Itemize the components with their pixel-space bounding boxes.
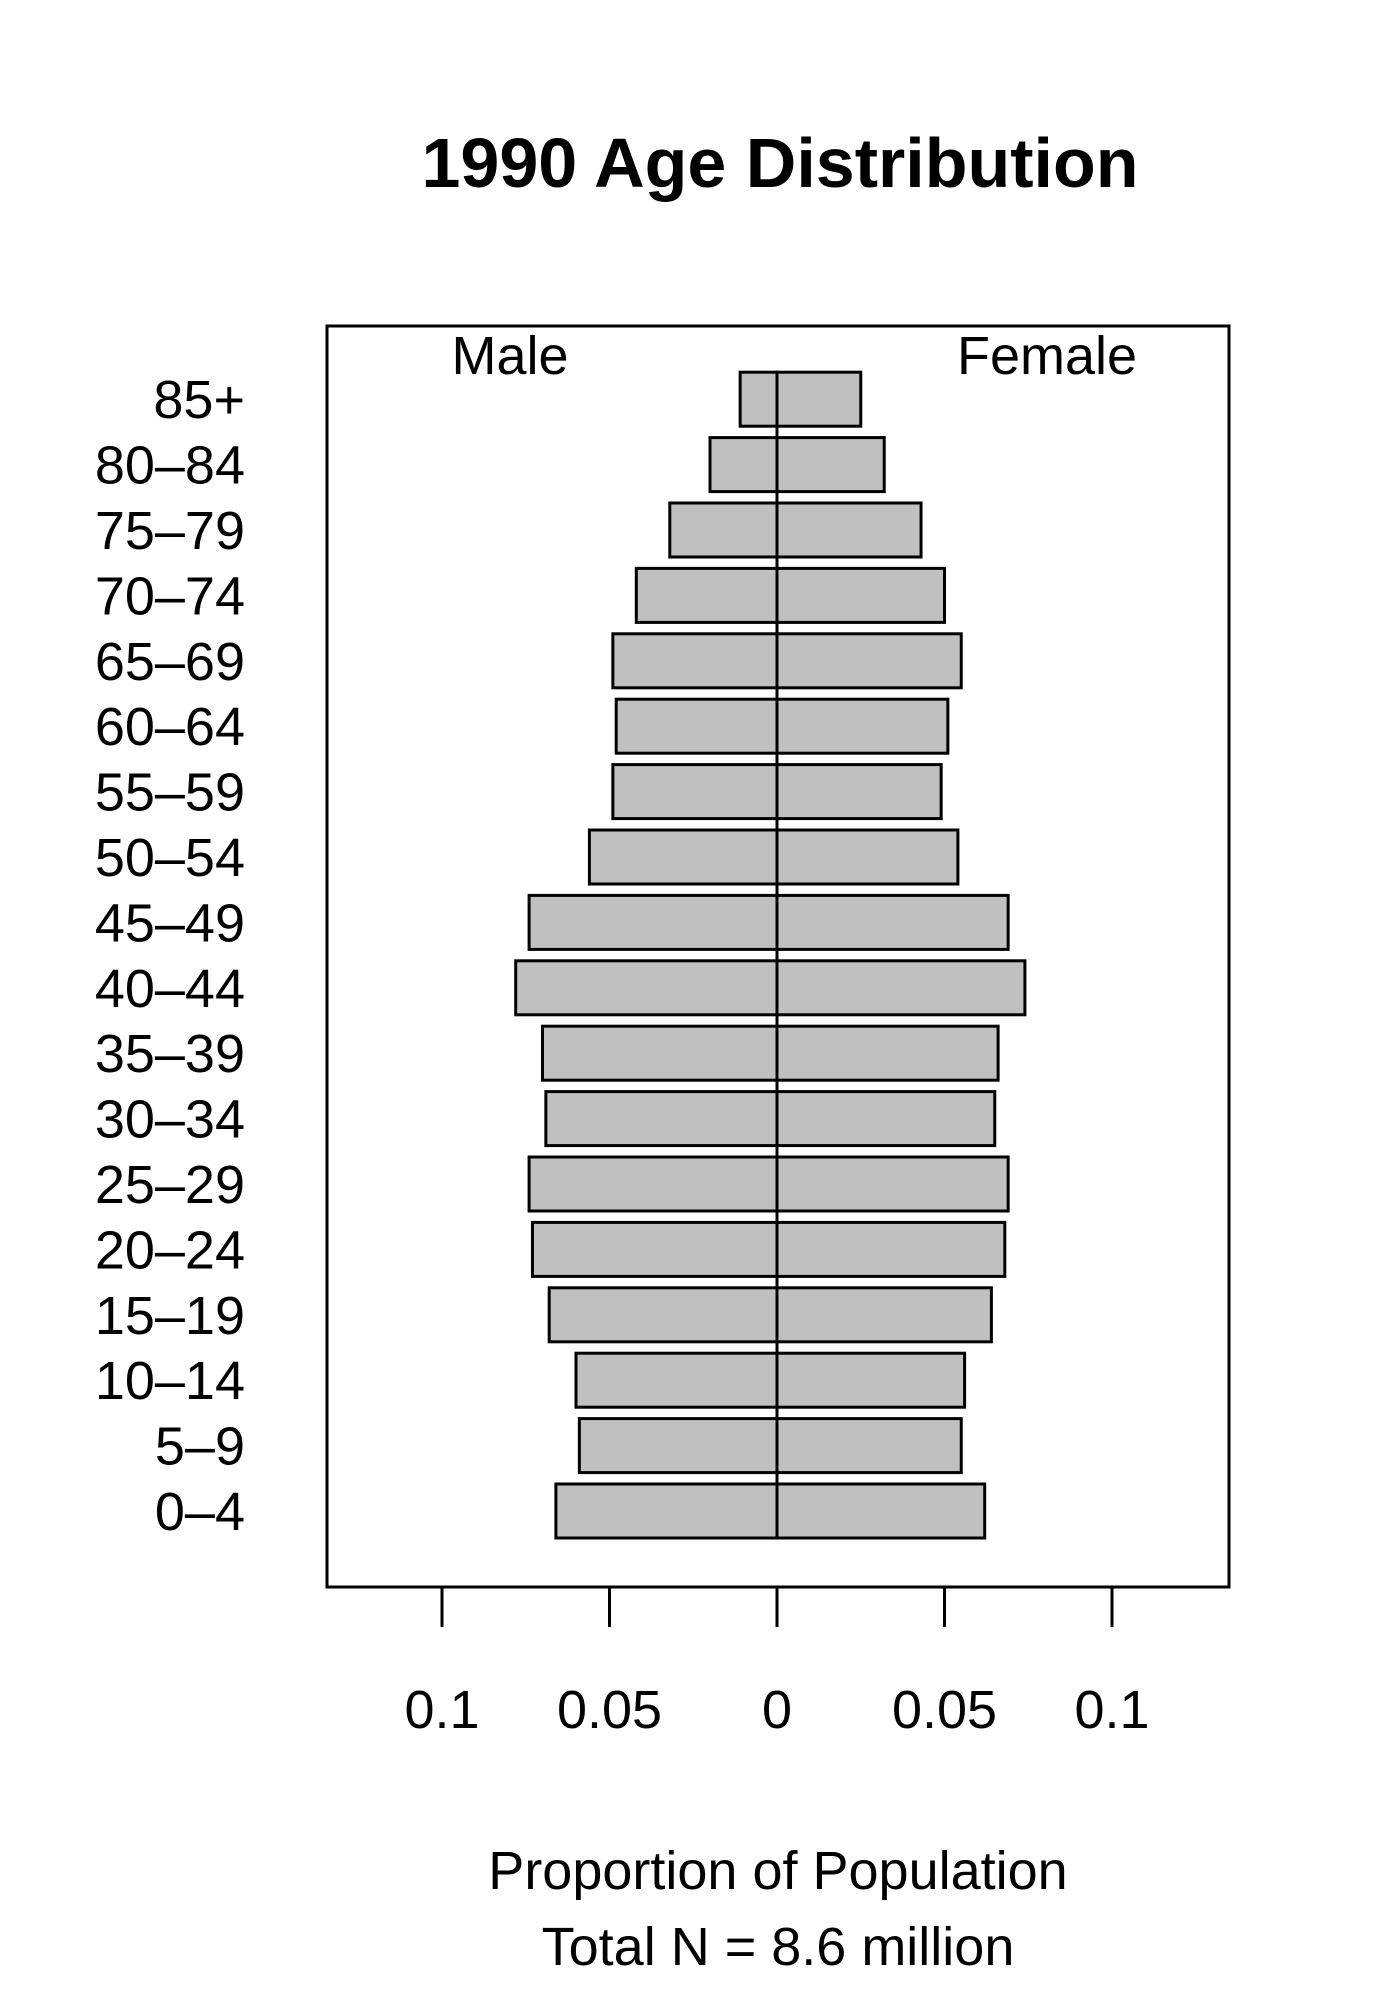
- male-bar-60-64: [614, 697, 779, 755]
- female-bar-60-64: [775, 697, 950, 755]
- female-bar-70-74: [775, 566, 946, 624]
- male-bar-80-84: [708, 436, 779, 494]
- female-bar-35-39: [775, 1024, 1000, 1082]
- total-n-caption: Total N = 8.6 million: [542, 1917, 1015, 1977]
- age-group-label-15-19: 15–19: [95, 1286, 245, 1346]
- age-group-label-45-49: 45–49: [95, 893, 245, 953]
- female-bar-0-4: [775, 1482, 987, 1540]
- age-group-label-80-84: 80–84: [95, 436, 245, 496]
- male-bar-75-79: [668, 501, 779, 559]
- male-bar-50-54: [587, 828, 779, 886]
- age-group-label-0-4: 0–4: [155, 1482, 245, 1542]
- age-group-label-55-59: 55–59: [95, 763, 245, 823]
- female-bar-45-49: [775, 893, 1010, 951]
- age-group-label-40-44: 40–44: [95, 959, 245, 1019]
- x-axis: 0.1 0.05 0 0.05 0.1: [404, 1587, 1150, 1740]
- male-bar-35-39: [541, 1024, 779, 1082]
- age-group-label-50-54: 50–54: [95, 828, 245, 888]
- age-group-label-35-39: 35–39: [95, 1024, 245, 1084]
- female-bar-20-24: [775, 1220, 1007, 1278]
- female-bar-10-14: [775, 1351, 967, 1409]
- male-bar-20-24: [530, 1220, 779, 1278]
- male-bar-30-34: [544, 1090, 779, 1148]
- male-bar-85plus: [738, 370, 779, 428]
- male-side-label: Male: [451, 326, 568, 386]
- x-tick-label-4: 0.1: [1074, 1680, 1149, 1740]
- male-bar-0-4: [554, 1482, 779, 1540]
- male-bar-25-29: [527, 1155, 779, 1213]
- female-bar-75-79: [775, 501, 923, 559]
- male-bar-40-44: [514, 959, 779, 1017]
- female-bar-40-44: [775, 959, 1027, 1017]
- x-tick-label-1: 0.05: [557, 1680, 662, 1740]
- x-axis-label: Proportion of Population: [488, 1841, 1067, 1901]
- female-bar-50-54: [775, 828, 960, 886]
- x-tick-label-2: 0: [762, 1680, 792, 1740]
- male-bar-45-49: [527, 893, 779, 951]
- age-group-label-85plus: 85+: [153, 370, 245, 430]
- age-group-label-5-9: 5–9: [155, 1417, 245, 1477]
- male-bar-10-14: [574, 1351, 779, 1409]
- female-bar-15-19: [775, 1286, 993, 1344]
- female-bar-80-84: [775, 436, 886, 494]
- female-bar-55-59: [775, 763, 943, 821]
- male-bar-65-69: [611, 632, 779, 690]
- female-bar-65-69: [775, 632, 963, 690]
- bars-layer: [514, 370, 1027, 1540]
- female-bar-5-9: [775, 1417, 963, 1475]
- chart-title: 1990 Age Distribution: [422, 124, 1139, 202]
- male-bar-5-9: [577, 1417, 779, 1475]
- x-tick-label-0: 0.1: [404, 1680, 479, 1740]
- age-group-label-30-34: 30–34: [95, 1090, 245, 1150]
- x-tick-label-3: 0.05: [892, 1680, 997, 1740]
- age-group-label-65-69: 65–69: [95, 632, 245, 692]
- male-bar-55-59: [611, 763, 779, 821]
- female-bar-30-34: [775, 1090, 997, 1148]
- age-group-label-20-24: 20–24: [95, 1220, 245, 1280]
- female-side-label: Female: [957, 326, 1137, 386]
- age-group-label-10-14: 10–14: [95, 1351, 245, 1411]
- male-bar-15-19: [547, 1286, 779, 1344]
- female-bar-25-29: [775, 1155, 1010, 1213]
- age-labels-layer: 0–45–910–1415–1920–2425–2930–3435–3940–4…: [95, 370, 245, 1542]
- age-group-label-60-64: 60–64: [95, 697, 245, 757]
- age-group-label-25-29: 25–29: [95, 1155, 245, 1215]
- age-group-label-75-79: 75–79: [95, 501, 245, 561]
- male-bar-70-74: [634, 566, 779, 624]
- female-bar-85plus: [775, 370, 863, 428]
- age-group-label-70-74: 70–74: [95, 566, 245, 626]
